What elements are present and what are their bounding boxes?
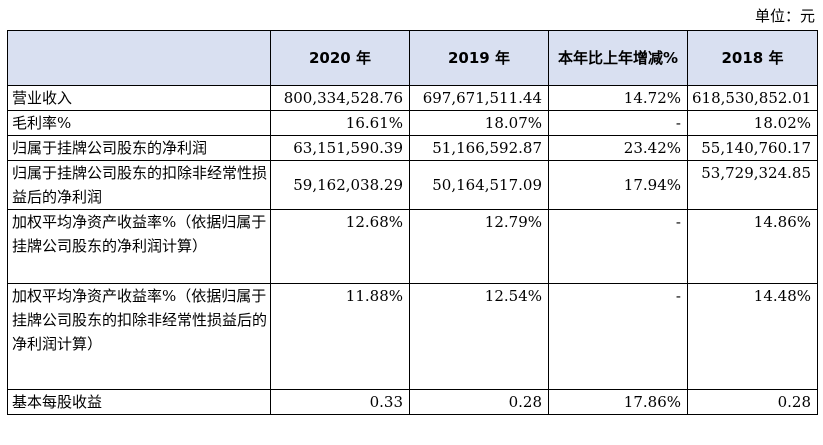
row-label: 基本每股收益 xyxy=(7,389,271,415)
cell-2018: 0.28 xyxy=(687,389,818,415)
cell-2020: 63,151,590.39 xyxy=(270,135,410,161)
header-cell-2018: 2018 年 xyxy=(687,30,818,86)
cell-2018: 14.86% xyxy=(687,209,818,284)
cell-change: - xyxy=(548,110,688,136)
header-cell-2019: 2019 年 xyxy=(409,30,549,86)
row-label: 归属于挂牌公司股东的扣除非经常性损益后的净利润 xyxy=(7,160,271,210)
row-label: 加权平均净资产收益率%（依据归属于挂牌公司股东的扣除非经常性损益后的净利润计算） xyxy=(7,283,271,390)
cell-2018: 18.02% xyxy=(687,110,818,136)
cell-change: 14.72% xyxy=(548,85,688,111)
table-row: 归属于挂牌公司股东的净利润 63,151,590.39 51,166,592.8… xyxy=(7,135,818,161)
cell-2020: 0.33 xyxy=(270,389,410,415)
cell-2018: 53,729,324.85 xyxy=(687,160,818,210)
cell-2020: 16.61% xyxy=(270,110,410,136)
cell-2018: 618,530,852.01 xyxy=(687,85,818,111)
unit-label: 单位：元 xyxy=(754,7,815,25)
cell-2019: 697,671,511.44 xyxy=(409,85,549,111)
cell-2019: 50,164,517.09 xyxy=(409,160,549,210)
cell-change: 17.86% xyxy=(548,389,688,415)
cell-2019: 12.79% xyxy=(409,209,549,284)
cell-change: 17.94% xyxy=(548,160,688,210)
cell-2020: 59,162,038.29 xyxy=(270,160,410,210)
header-cell-change: 本年比上年增减% xyxy=(548,30,688,86)
row-label: 营业收入 xyxy=(7,85,271,111)
cell-2019: 51,166,592.87 xyxy=(409,135,549,161)
cell-change: - xyxy=(548,209,688,284)
cell-2018: 55,140,760.17 xyxy=(687,135,818,161)
table-row: 营业收入 800,334,528.76 697,671,511.44 14.72… xyxy=(7,85,818,111)
cell-change: 23.42% xyxy=(548,135,688,161)
cell-2020: 12.68% xyxy=(270,209,410,284)
cell-2020: 11.88% xyxy=(270,283,410,390)
table-row: 归属于挂牌公司股东的扣除非经常性损益后的净利润 59,162,038.29 50… xyxy=(7,160,818,210)
row-label: 归属于挂牌公司股东的净利润 xyxy=(7,135,271,161)
cell-2019: 12.54% xyxy=(409,283,549,390)
header-cell-2020: 2020 年 xyxy=(270,30,410,86)
header-cell-label xyxy=(7,30,271,86)
cell-2019: 0.28 xyxy=(409,389,549,415)
row-label: 加权平均净资产收益率%（依据归属于挂牌公司股东的净利润计算） xyxy=(7,209,271,284)
cell-2020: 800,334,528.76 xyxy=(270,85,410,111)
cell-2019: 18.07% xyxy=(409,110,549,136)
table-row: 加权平均净资产收益率%（依据归属于挂牌公司股东的扣除非经常性损益后的净利润计算）… xyxy=(7,283,818,390)
cell-2018: 14.48% xyxy=(687,283,818,390)
table-row: 加权平均净资产收益率%（依据归属于挂牌公司股东的净利润计算） 12.68% 12… xyxy=(7,209,818,284)
cell-change: - xyxy=(548,283,688,390)
row-label: 毛利率% xyxy=(7,110,271,136)
table-header-row: 2020 年 2019 年 本年比上年增减% 2018 年 xyxy=(7,30,818,86)
table-row: 毛利率% 16.61% 18.07% - 18.02% xyxy=(7,110,818,136)
table-row: 基本每股收益 0.33 0.28 17.86% 0.28 xyxy=(7,389,818,415)
financial-table: 2020 年 2019 年 本年比上年增减% 2018 年 营业收入 800,3… xyxy=(7,30,818,415)
